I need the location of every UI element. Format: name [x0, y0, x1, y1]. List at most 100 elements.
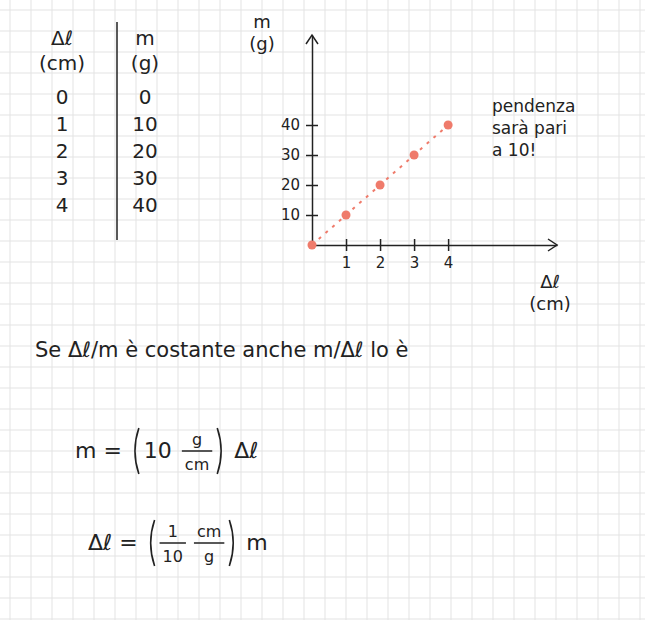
formula-text: m — [246, 530, 267, 555]
x-tick-label: 2 — [376, 254, 386, 272]
paper-line — [0, 262, 645, 263]
parenthesis — [229, 520, 233, 566]
paper-line — [0, 73, 645, 74]
formula-text: 10 — [144, 438, 172, 463]
paper-line — [0, 367, 645, 368]
paper-line — [0, 493, 645, 494]
y-tick-label: 30 — [281, 146, 300, 164]
paper-line — [262, 0, 263, 620]
y-tick-mark — [306, 125, 318, 127]
paper-line — [451, 0, 452, 620]
fraction-denominator: 10 — [163, 547, 183, 566]
paper-line — [0, 619, 645, 620]
fraction-denominator: g — [204, 547, 214, 566]
paper-line — [0, 157, 645, 158]
table-cell: 4 — [56, 193, 69, 217]
formula: Δℓ = 1 10 cm g m — [88, 520, 268, 566]
paper-line — [0, 31, 645, 32]
data-point — [376, 181, 385, 190]
x-tick-label: 1 — [342, 254, 352, 272]
x-tick-mark — [380, 239, 382, 251]
paper-line — [0, 430, 645, 431]
parenthesis — [217, 428, 221, 474]
paper-line — [115, 0, 116, 620]
table-cell: 10 — [132, 112, 157, 136]
paper-line — [0, 577, 645, 578]
x-axis-title: (cm) — [529, 293, 570, 314]
paper-line — [0, 514, 645, 515]
paper-line — [10, 0, 11, 620]
x-tick-mark — [414, 239, 416, 251]
x-tick-label: 3 — [410, 254, 420, 272]
table-cell: 2 — [56, 139, 69, 163]
data-point — [444, 121, 453, 130]
paper-line — [640, 0, 641, 620]
paper-line — [493, 0, 494, 620]
fraction-bar — [182, 450, 212, 452]
paper-line — [409, 0, 410, 620]
statement: Se Δℓ/m è costante anche m/Δℓ lo è — [35, 338, 409, 362]
trend-line — [312, 125, 448, 245]
table-cell: 30 — [132, 166, 157, 190]
x-arrow — [548, 239, 557, 251]
paper-line — [367, 0, 368, 620]
x-axis-line — [313, 245, 558, 247]
y-tick-mark — [306, 185, 318, 187]
paper-line — [0, 241, 645, 242]
table-cell: 0 — [56, 85, 69, 109]
parenthesis — [135, 428, 139, 474]
parenthesis — [151, 520, 155, 566]
paper-line — [0, 220, 645, 221]
paper-line — [472, 0, 473, 620]
chart: 123410203040m(g)Δℓ(cm)pendenzasarà paria… — [249, 11, 575, 314]
annotation: pendenza — [492, 96, 575, 116]
paper-line — [577, 0, 578, 620]
y-tick-mark — [306, 215, 318, 217]
paper-line — [157, 0, 158, 620]
y-tick: 10 — [281, 206, 318, 224]
paper-line — [619, 0, 620, 620]
x-tick-label: 4 — [444, 254, 454, 272]
y-tick-label: 40 — [281, 116, 300, 134]
paper-line — [0, 472, 645, 473]
paper-line — [283, 0, 284, 620]
formula-text: Δℓ — [234, 438, 258, 463]
y-axis-line — [312, 36, 314, 246]
plot-marks — [308, 121, 453, 250]
paper-line — [73, 0, 74, 620]
column-header: m — [135, 26, 154, 50]
data-point — [308, 241, 317, 250]
fraction-numerator: cm — [197, 522, 221, 541]
column-header: (cm) — [39, 51, 85, 75]
x-tick: 2 — [376, 239, 386, 272]
paper-line — [31, 0, 32, 620]
paper-line — [94, 0, 95, 620]
fraction-bar — [160, 542, 186, 544]
paper-line — [0, 556, 645, 557]
fraction-denominator: cm — [185, 455, 209, 474]
paper-line — [598, 0, 599, 620]
y-tick: 20 — [281, 176, 318, 194]
x-axis-title: Δℓ — [540, 271, 560, 292]
formula: m = 10 g cm Δℓ — [75, 428, 258, 474]
y-tick-mark — [306, 155, 318, 157]
paper-line — [0, 325, 645, 326]
table-cell: 1 — [56, 112, 69, 136]
paper-line — [0, 598, 645, 599]
table-cell: 0 — [139, 85, 152, 109]
y-axis: 10 20 30 40 — [281, 36, 318, 246]
formula-text: m = — [75, 438, 122, 463]
paper-line — [136, 0, 137, 620]
fraction-numerator: g — [192, 430, 202, 449]
paper-ground — [0, 0, 645, 620]
fraction-numerator: 1 — [168, 522, 178, 541]
paper-line — [0, 178, 645, 179]
paper-line — [52, 0, 53, 620]
fraction-bar — [194, 542, 224, 544]
table-cell: 20 — [132, 139, 157, 163]
formula-text: Δℓ = — [88, 530, 138, 555]
y-axis-title: (g) — [249, 33, 274, 54]
y-tick-label: 20 — [281, 176, 300, 194]
data-point — [342, 211, 351, 220]
x-tick-mark — [346, 239, 348, 251]
